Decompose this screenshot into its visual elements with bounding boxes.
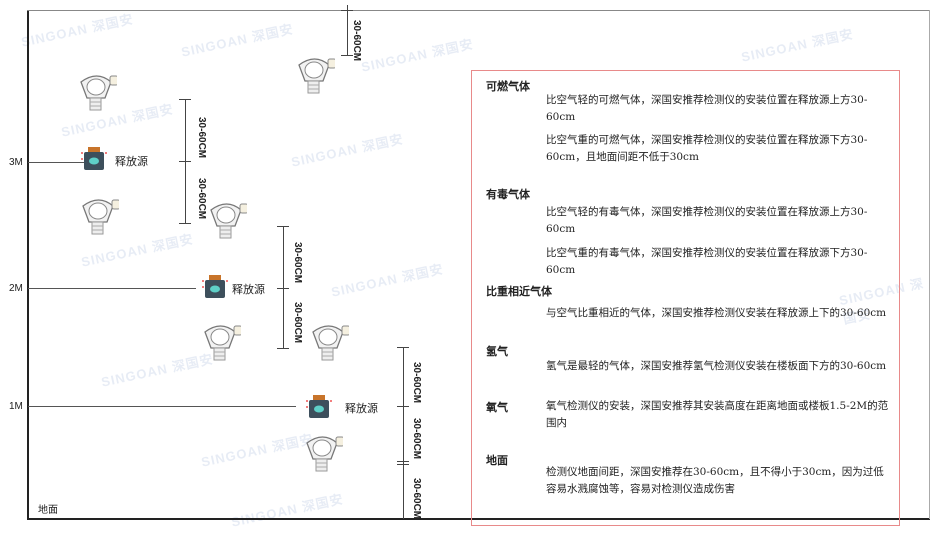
section-text: 与空气比重相近的气体，深国安推荐检测仪安装在释放源上下的30-60cm — [546, 307, 887, 319]
dimension-label: 30-60CM — [411, 478, 422, 520]
level-1m-label: 1M — [9, 401, 23, 412]
watermark: SINGOAN 深国安 — [179, 21, 295, 60]
release-source-label: 释放源 — [345, 402, 378, 415]
gas-detector-icon — [298, 58, 335, 94]
watermark: SINGOAN 深国安 — [739, 26, 855, 65]
dimension-line — [283, 226, 284, 349]
watermark: SINGOAN 深国安 — [199, 431, 315, 470]
installation-guide-panel: 可燃气体 比空气轻的可燃气体，深国安推荐检测仪的安装位置在释放源上方30-60c… — [471, 70, 900, 526]
section-text: 比空气轻的有毒气体，深国安推荐检测仪的安装位置在释放源上方30-60cm — [546, 206, 868, 235]
dimension-line — [403, 347, 404, 519]
ground-line — [27, 518, 930, 520]
watermark: SINGOAN 深国安 — [99, 351, 215, 390]
wall-line — [27, 10, 29, 519]
level-2m-label: 2M — [9, 283, 23, 294]
section-title-ground: 地面 — [486, 454, 508, 467]
section-text: 比空气重的有毒气体，深国安推荐检测仪的安装位置在释放源下方30-60cm — [546, 247, 868, 276]
section-text: 比空气重的可燃气体，深国安推荐检测仪的安装位置在释放源下方30-60cm，且地面… — [546, 134, 868, 163]
gas-detector-icon — [312, 325, 349, 361]
gas-detector-icon — [306, 436, 343, 472]
gas-detector-icon — [82, 199, 119, 235]
dimension-label: 30-60CM — [411, 418, 422, 460]
section-title-toxic: 有毒气体 — [486, 188, 530, 201]
watermark: SINGOAN 深国安 — [289, 131, 405, 170]
gas-detector-icon — [80, 75, 117, 111]
level-2m-line — [28, 288, 196, 289]
dimension-label: 30-60CM — [411, 362, 422, 404]
gas-detector-icon — [204, 325, 241, 361]
watermark: SINGOAN 深国安 — [19, 11, 135, 50]
section-text: 氧气检测仪的安装，深国安推荐其安装高度在距离地面或楼板1.5-2M的范围内 — [546, 400, 889, 429]
watermark: SINGOAN 深国安 — [359, 36, 475, 75]
ceiling-line — [27, 10, 930, 11]
section-title-oxygen: 氧气 — [486, 401, 508, 414]
release-source-icon — [202, 275, 228, 298]
section-title-similar-density: 比重相近气体 — [486, 285, 552, 298]
level-3m-label: 3M — [9, 157, 23, 168]
section-title-hydrogen: 氢气 — [486, 345, 508, 358]
section-title-combustible: 可燃气体 — [486, 80, 530, 93]
dimension-label: 30-60CM — [351, 20, 362, 62]
dimension-label: 30-60CM — [196, 117, 207, 159]
ground-label: 地面 — [38, 505, 58, 516]
dimension-label: 30-60CM — [292, 242, 303, 284]
level-1m-line — [28, 406, 296, 407]
section-text: 比空气轻的可燃气体，深国安推荐检测仪的安装位置在释放源上方30-60cm — [546, 94, 868, 123]
gas-detector-icon — [210, 203, 247, 239]
release-source-label: 释放源 — [115, 155, 148, 168]
release-source-icon — [81, 147, 107, 170]
watermark: SINGOAN 深国安 — [329, 261, 445, 300]
right-edge — [929, 10, 930, 519]
section-text: 检测仪地面间距，深国安推荐在30-60cm，且不得小于30cm，因为过低容易水溅… — [546, 466, 884, 495]
dimension-line — [347, 5, 348, 56]
dimension-label: 30-60CM — [292, 302, 303, 344]
watermark: SINGOAN 深国安 — [229, 491, 345, 530]
section-text: 氢气是最轻的气体，深国安推荐氢气检测仪安装在楼板面下方的30-60cm — [546, 360, 887, 372]
level-3m-line — [28, 162, 86, 163]
release-source-icon — [306, 395, 332, 418]
release-source-label: 释放源 — [232, 283, 265, 296]
dimension-label: 30-60CM — [196, 178, 207, 220]
